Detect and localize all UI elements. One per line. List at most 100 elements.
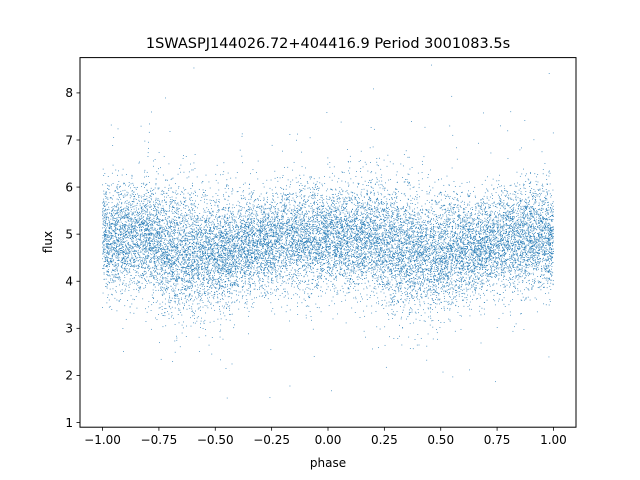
data-point <box>293 263 294 264</box>
data-point <box>415 219 417 220</box>
data-point <box>386 283 387 285</box>
data-point <box>529 237 531 239</box>
data-point <box>225 234 227 235</box>
data-point <box>546 268 547 270</box>
data-point <box>209 243 211 245</box>
data-point <box>495 206 497 207</box>
data-point <box>321 222 323 224</box>
data-point <box>114 232 116 234</box>
data-point <box>511 225 513 227</box>
data-point <box>323 211 325 213</box>
data-point <box>219 276 220 278</box>
data-point <box>273 224 275 226</box>
data-point <box>314 259 316 261</box>
data-point <box>104 251 106 253</box>
data-point <box>546 259 548 260</box>
data-point <box>301 249 302 251</box>
data-point <box>502 217 504 219</box>
data-point <box>106 214 108 215</box>
data-point <box>222 241 224 243</box>
data-point <box>163 212 165 214</box>
data-point <box>328 213 330 215</box>
data-point <box>269 187 271 189</box>
data-point <box>220 222 221 224</box>
data-point <box>532 250 534 251</box>
data-point <box>435 275 437 276</box>
data-point <box>249 239 251 241</box>
data-point <box>301 212 303 214</box>
data-point <box>523 236 525 238</box>
data-point <box>408 253 410 255</box>
data-point <box>364 277 366 279</box>
data-point <box>369 251 371 253</box>
data-point <box>311 293 313 294</box>
data-point <box>502 247 504 249</box>
data-point <box>481 242 483 244</box>
data-point <box>158 199 160 201</box>
data-point <box>462 263 464 265</box>
data-point <box>452 235 453 236</box>
data-point <box>444 212 446 214</box>
data-point <box>392 236 394 238</box>
data-point <box>388 232 390 234</box>
data-point <box>262 263 264 264</box>
data-point <box>430 221 431 223</box>
data-point <box>400 267 402 269</box>
data-point <box>450 264 452 266</box>
data-point <box>371 269 373 271</box>
data-point <box>171 230 172 232</box>
data-point <box>150 328 152 330</box>
data-point <box>209 276 210 278</box>
data-point <box>362 263 364 264</box>
data-point <box>435 303 437 304</box>
data-point <box>354 251 356 253</box>
data-point <box>317 258 319 259</box>
data-point <box>450 304 452 306</box>
data-point <box>262 279 264 281</box>
data-point <box>231 313 233 315</box>
data-point <box>304 185 306 187</box>
data-point <box>236 172 238 173</box>
data-point <box>521 236 522 238</box>
data-point <box>298 230 300 232</box>
data-point <box>327 227 329 229</box>
data-point <box>256 240 257 242</box>
data-point <box>373 248 375 250</box>
data-point <box>354 283 356 285</box>
data-point <box>146 235 148 237</box>
data-point <box>538 232 540 234</box>
data-point <box>485 241 487 243</box>
data-point <box>249 229 251 231</box>
data-point <box>254 288 256 290</box>
data-point <box>372 239 374 240</box>
data-point <box>213 272 215 274</box>
data-point <box>212 257 214 259</box>
data-point <box>318 284 319 286</box>
data-point <box>479 280 481 282</box>
data-point <box>270 211 272 213</box>
data-point <box>335 203 337 204</box>
data-point <box>428 316 430 318</box>
data-point <box>469 196 470 197</box>
data-point <box>347 226 349 228</box>
data-point <box>227 238 229 240</box>
data-point <box>273 232 275 234</box>
data-point <box>283 247 285 249</box>
data-point <box>138 288 140 290</box>
data-point <box>493 244 495 246</box>
data-point <box>419 261 421 263</box>
data-point <box>376 177 378 179</box>
data-point <box>399 266 401 268</box>
data-point <box>191 245 193 247</box>
data-point <box>385 287 387 289</box>
data-point <box>486 269 488 271</box>
data-point <box>193 277 195 279</box>
data-point <box>142 226 143 228</box>
data-point <box>202 302 204 303</box>
data-point <box>280 244 282 246</box>
data-point <box>295 269 296 271</box>
data-point <box>251 227 252 229</box>
data-point <box>265 214 266 216</box>
data-point <box>365 248 367 250</box>
data-point <box>401 245 403 247</box>
